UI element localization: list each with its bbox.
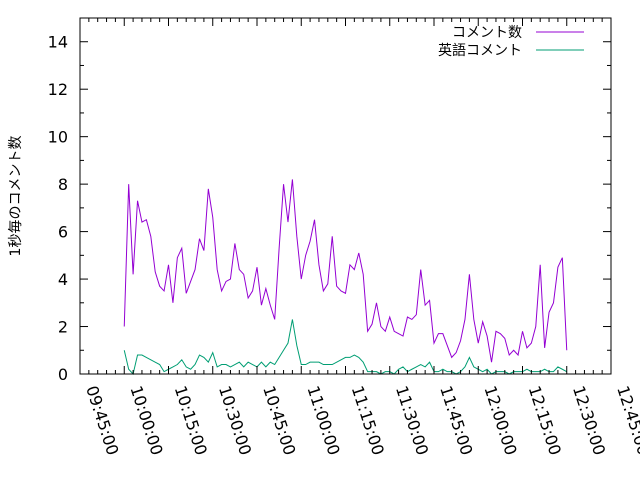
x-tick-label: 11:15:00	[348, 383, 388, 457]
plot-frame	[79, 17, 612, 375]
x-tick-label: 12:45:00	[613, 383, 640, 457]
series-layer	[123, 179, 568, 376]
x-tick-label: 11:00:00	[303, 383, 343, 457]
y-tick-label: 12	[48, 80, 68, 99]
x-tick-label: 10:15:00	[171, 383, 211, 457]
x-tick-label: 12:30:00	[569, 383, 609, 457]
x-tick-label: 09:45:00	[82, 383, 122, 457]
y-tick-label: 2	[58, 318, 68, 337]
y-axis-title: 1秒毎のコメント数	[8, 136, 24, 257]
legend-label-1: コメント数	[452, 25, 522, 41]
y-tick-label: 8	[58, 175, 68, 194]
x-tick-label: 11:45:00	[436, 383, 476, 457]
y-tick-label: 14	[48, 33, 68, 52]
x-tick-label: 10:00:00	[126, 383, 166, 457]
y-tick-label: 4	[58, 270, 68, 289]
y-tick-label: 6	[58, 223, 68, 242]
x-tick-label: 12:15:00	[525, 383, 565, 457]
x-tick-label: 10:30:00	[215, 383, 255, 457]
y-tick-label: 10	[48, 128, 68, 147]
y-tick-label: 0	[58, 365, 68, 384]
x-tick-label: 11:30:00	[392, 383, 432, 457]
series-line-1	[123, 179, 568, 363]
legend-label-2: 英語コメント	[438, 42, 522, 59]
x-tick-label: 10:45:00	[259, 383, 299, 457]
x-tick-label: 12:00:00	[480, 383, 520, 457]
axis-layer: 0 2 4 6 8 10 12 14 09:45:00 10:00:00 10:15:00 10:30…	[48, 18, 640, 458]
series-line-2	[123, 319, 567, 376]
